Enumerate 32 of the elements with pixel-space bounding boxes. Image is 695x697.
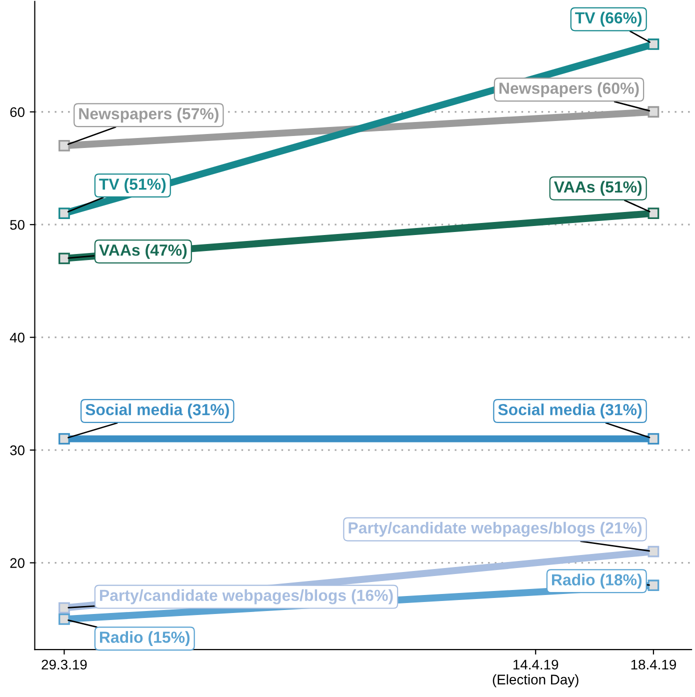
annotation: VAAs (51%) [554,180,642,196]
annotation: TV (66%) [575,12,642,27]
y-tick-label: 40 [10,332,24,343]
point [58,613,70,625]
point [648,208,660,220]
annotation: Newspapers (60%) [500,82,639,98]
point [58,252,70,264]
annotation: Newspapers (57%) [79,108,218,123]
annotation: Radio (15%) [100,631,190,646]
y-tick-label: 30 [10,445,24,456]
x-tick-label: 18.4.19 [631,660,676,670]
y-tick-label: 60 [10,107,24,118]
point [648,106,660,118]
point [58,208,70,220]
annotation: TV (51%) [99,178,166,193]
x-tick-label: 14.4.19 (Election Day) [492,660,578,688]
point [648,546,660,558]
point [58,602,70,614]
point [648,38,660,50]
annotation: Radio (18%) [552,574,642,589]
annotation: Party/candidate webpages/blogs (16%) [100,589,393,604]
point [648,580,660,592]
y-tick-label: 50 [10,220,24,230]
annotation: Social media (31%) [498,404,642,418]
point [58,433,70,444]
x-tick-label: 29.3.19 [42,660,87,670]
annotation: Social media (31%) [86,404,229,418]
point [58,140,70,152]
point [648,433,660,444]
y-tick-label: 20 [10,558,24,568]
annotation: VAAs (47%) [99,244,187,259]
annotation: Party/candidate webpages/blogs (21%) [348,522,642,537]
